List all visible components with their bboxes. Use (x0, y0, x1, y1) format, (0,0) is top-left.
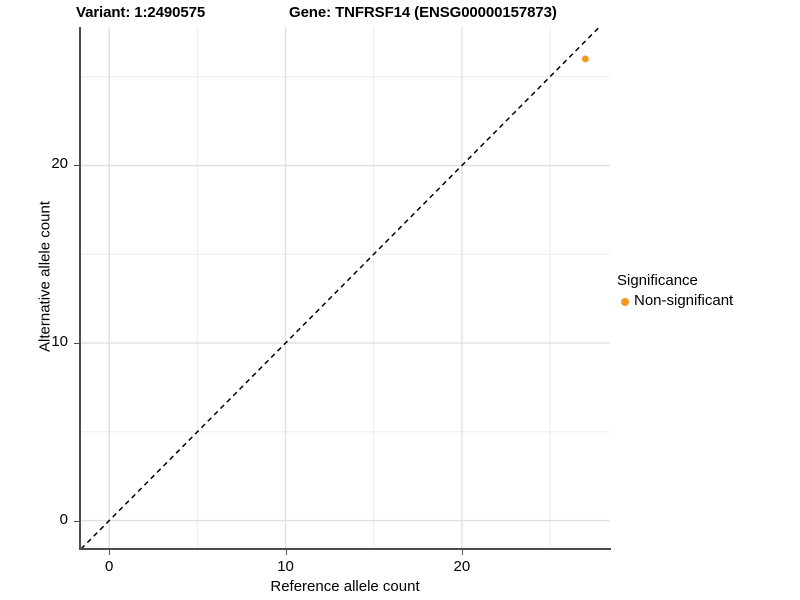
y-axis-line (79, 27, 81, 550)
y-axis-tick-label: 0 (59, 510, 68, 528)
x-axis-tick (285, 550, 287, 555)
legend-dot-icon (621, 297, 629, 306)
legend-title: Significance (617, 272, 698, 289)
y-axis-title: Alternative allele count (36, 201, 54, 352)
plot-svg (81, 27, 610, 549)
x-axis-tick-label: 10 (277, 558, 294, 575)
x-axis-tick (461, 550, 463, 555)
legend: Significance Non-significant (617, 272, 797, 310)
y-axis-tick (74, 165, 79, 167)
x-axis-line (79, 548, 611, 550)
x-axis-title: Reference allele count (270, 578, 420, 595)
legend-entries: Non-significant (617, 292, 797, 310)
y-axis-tick-label: 20 (51, 155, 68, 173)
y-axis-tick-label: 10 (51, 333, 68, 351)
legend-key (617, 293, 634, 310)
reference-diagonal-line (81, 27, 600, 549)
legend-entry[interactable]: Non-significant (617, 292, 797, 310)
plot-panel (81, 27, 610, 549)
x-axis-tick-label: 0 (105, 558, 114, 575)
y-axis-tick (74, 343, 79, 345)
gene-title: Gene: TNFRSF14 (ENSG00000157873) (289, 4, 557, 21)
x-axis-tick-label: 20 (453, 558, 471, 575)
chart-title-row: Variant: 1:2490575 Gene: TNFRSF14 (ENSG0… (0, 4, 800, 26)
x-axis-tick (109, 550, 111, 555)
data-point[interactable] (581, 55, 589, 63)
y-axis-tick (74, 520, 79, 522)
legend-entry-label: Non-significant (634, 292, 734, 309)
variant-title: Variant: 1:2490575 (76, 4, 206, 21)
